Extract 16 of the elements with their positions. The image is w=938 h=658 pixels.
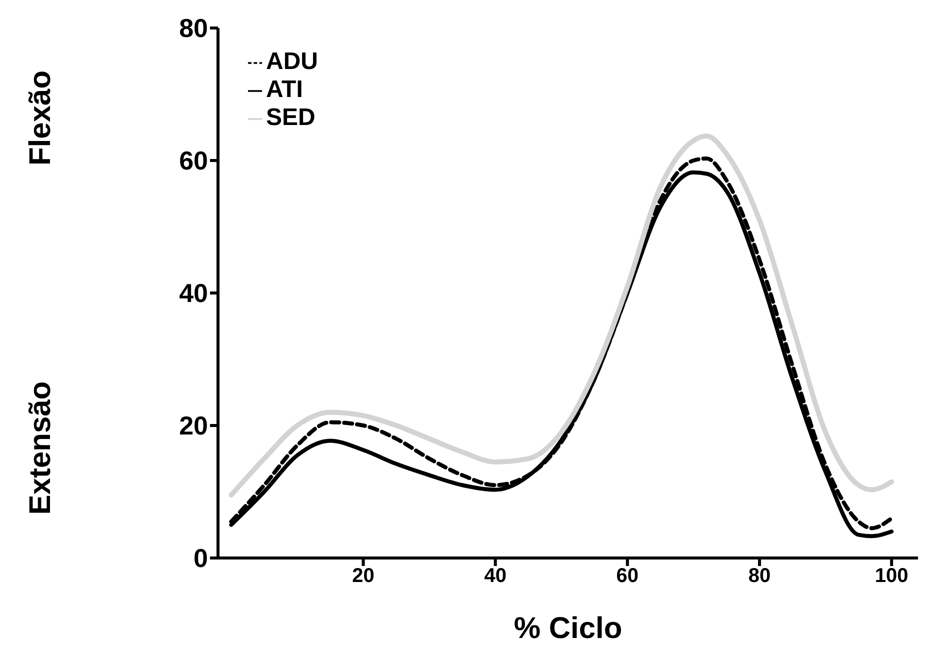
y-tick-label: 20 (179, 410, 208, 441)
y-tick-label: 60 (179, 146, 208, 176)
x-tick-label: 40 (484, 565, 506, 588)
x-tick-label: 100 (874, 565, 908, 588)
legend-label: ATI (266, 76, 303, 103)
y-tick-label: 80 (179, 13, 208, 44)
x-axis-title: % Ciclo (514, 612, 622, 645)
x-tick-label: 20 (352, 565, 374, 588)
y-axis-title: Flexão (24, 70, 57, 166)
y-tick-label: 40 (179, 278, 208, 308)
x-tick-label: 80 (748, 565, 771, 588)
x-tick-label: 60 (616, 565, 639, 588)
legend-label: ADU (266, 48, 318, 75)
y-tick-label: 0 (194, 543, 208, 574)
text: Extensão (24, 381, 57, 515)
legend-label: SED (266, 104, 316, 131)
